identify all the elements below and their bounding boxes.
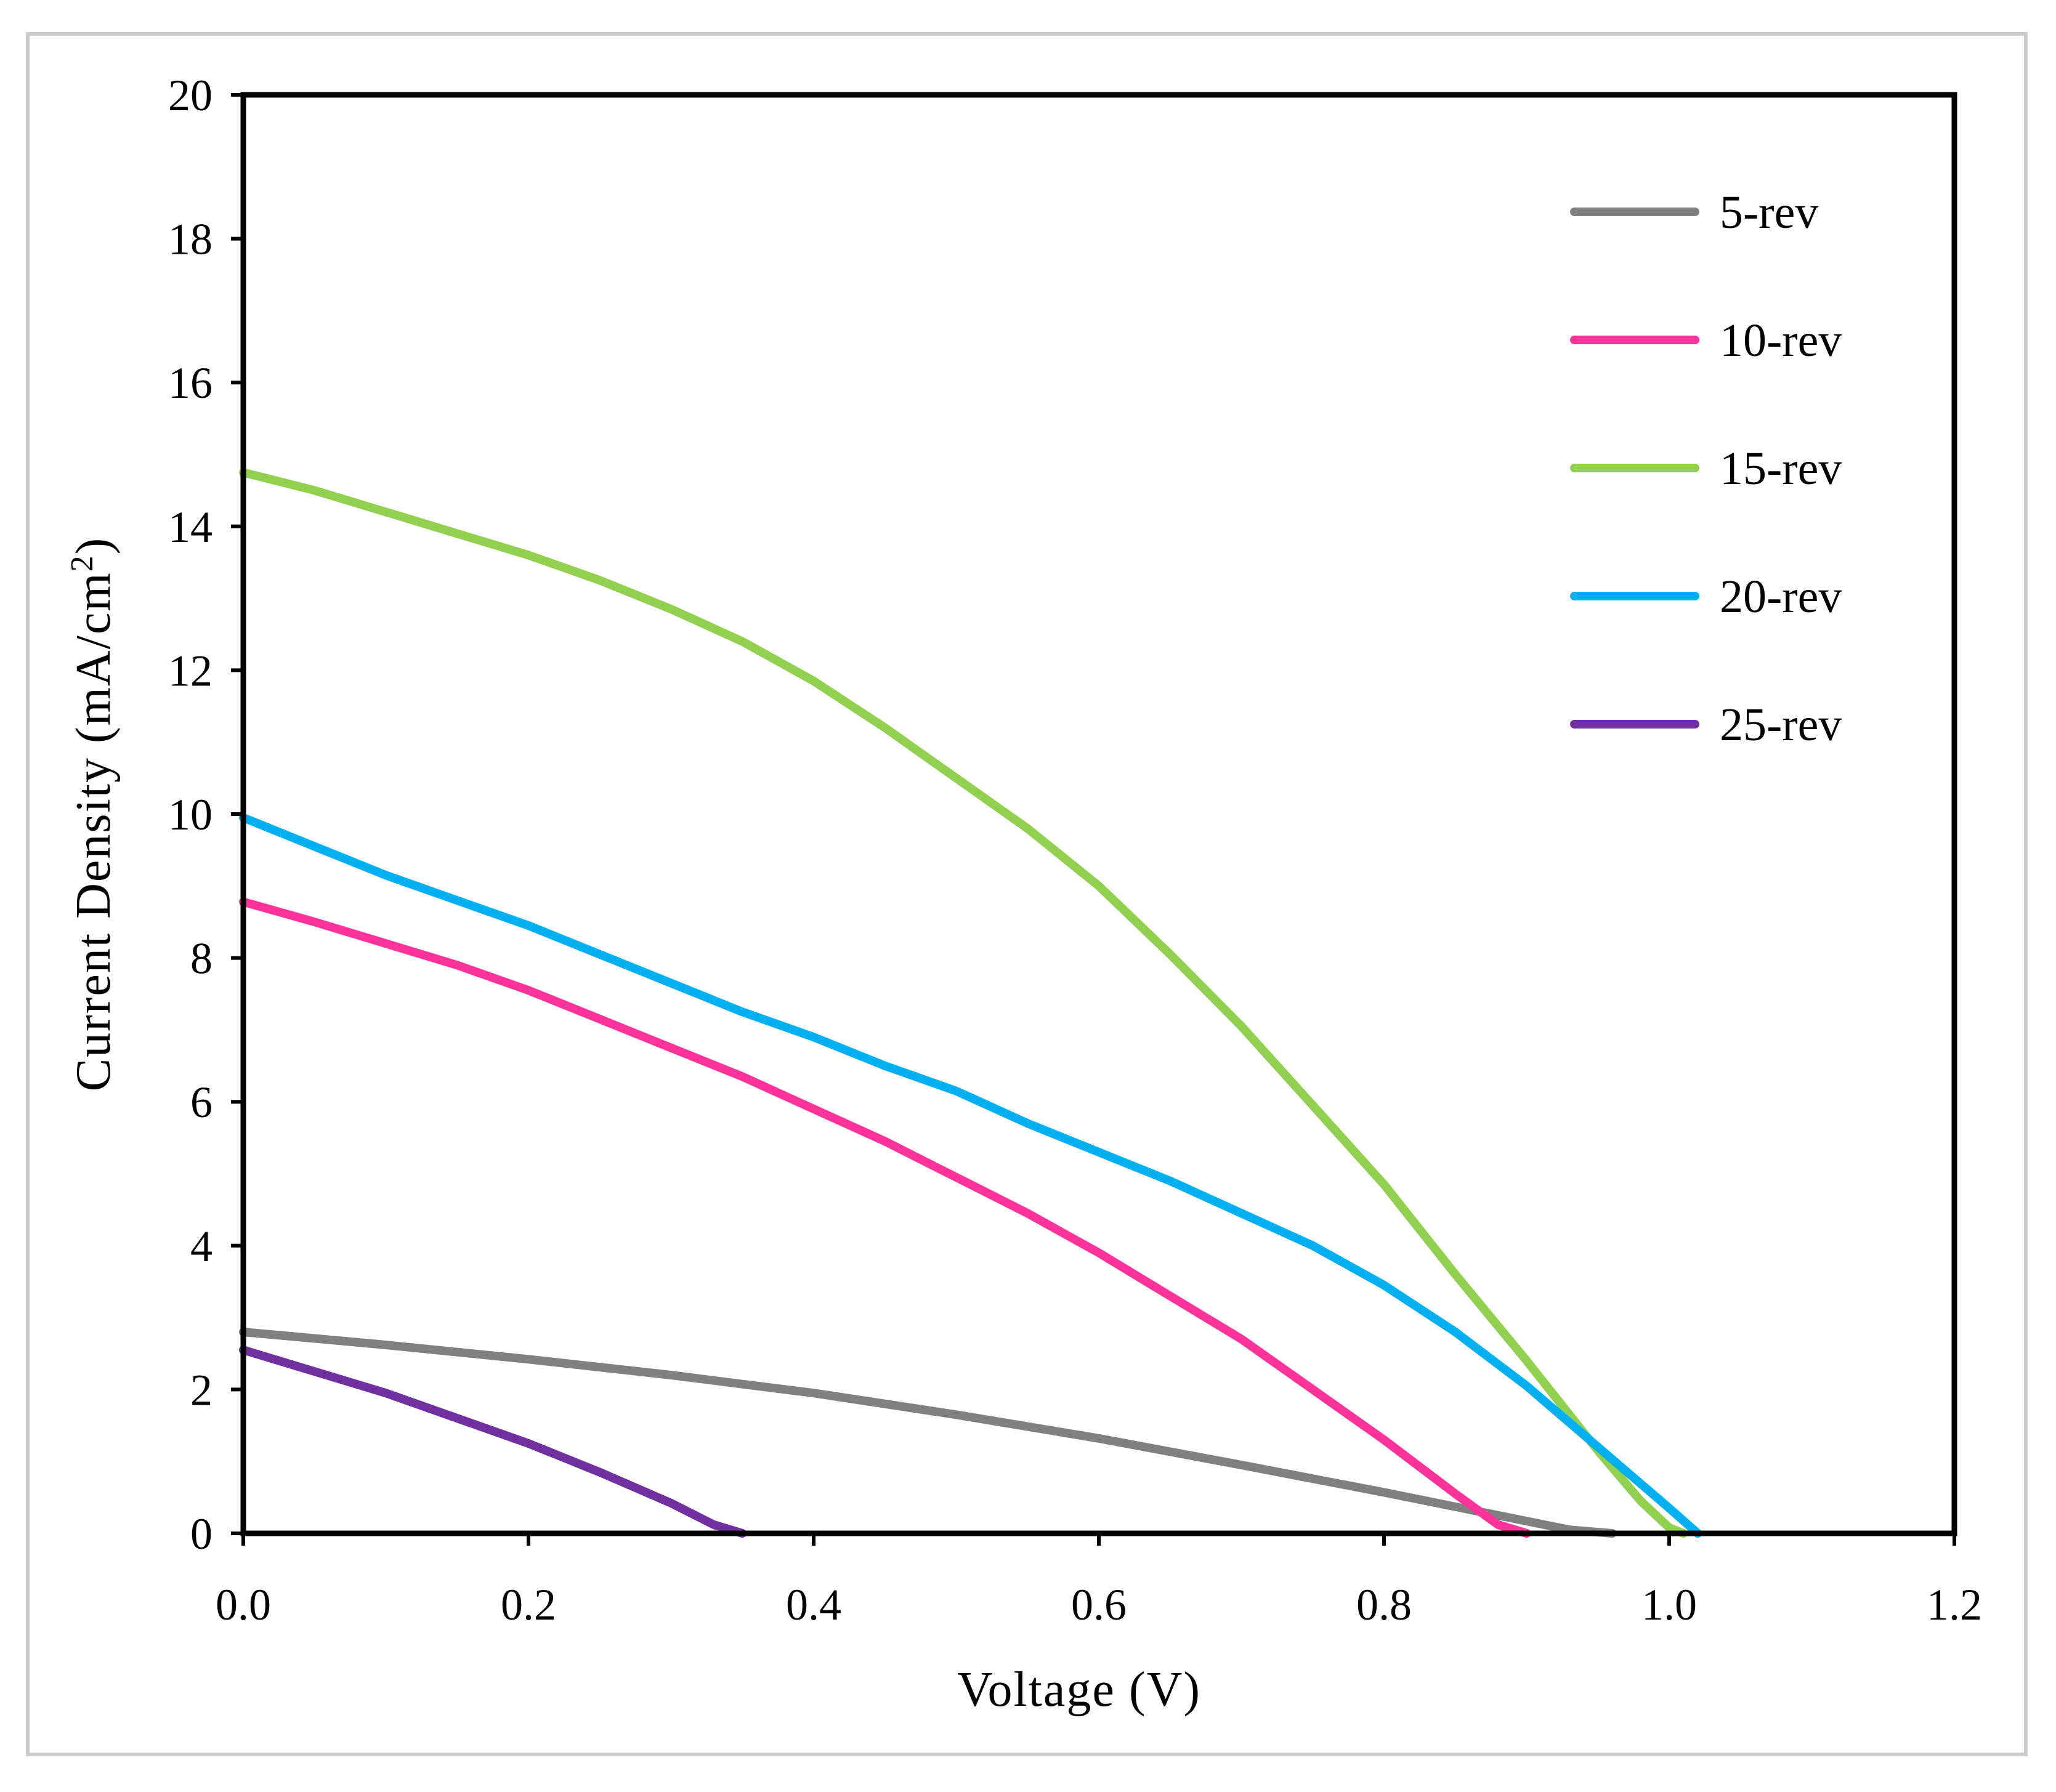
legend: 5-rev 10-rev 15-rev 20-rev 25-rev xyxy=(1570,187,1842,751)
y-tick-label: 12 xyxy=(168,646,212,695)
x-axis-title: Voltage (V) xyxy=(957,1663,1201,1717)
y-tick-label: 16 xyxy=(168,358,212,408)
legend-label-15-rev: 15-rev xyxy=(1720,443,1842,494)
y-tick-label: 2 xyxy=(190,1365,212,1415)
x-tick-label: 0.2 xyxy=(501,1580,556,1629)
legend-label-10-rev: 10-rev xyxy=(1720,315,1842,366)
plot-area xyxy=(240,92,1957,1536)
y-tick-label: 10 xyxy=(168,790,212,839)
legend-label-25-rev: 25-rev xyxy=(1720,699,1842,751)
y-tick-label: 8 xyxy=(190,934,212,983)
y-tick-label: 4 xyxy=(190,1222,212,1271)
y-tick-label: 20 xyxy=(168,71,212,120)
series-layer xyxy=(239,468,1702,1538)
y-axis-title-sup: 2 xyxy=(65,554,100,571)
y-axis-title-close: ) xyxy=(67,537,121,555)
x-tick-label: 0.0 xyxy=(216,1580,271,1629)
series-line-20-rev xyxy=(239,813,1702,1538)
series-line-5-rev xyxy=(239,1328,1617,1538)
series-line-10-rev xyxy=(239,897,1531,1538)
series-line-25-rev xyxy=(239,1346,747,1538)
figure-frame xyxy=(26,32,2028,1756)
ticks-layer: 0 2 4 6 8 10 12 14 16 18 20 0.0 0.2 0.4 0.6 0.8 1.0 1.2 xyxy=(168,71,1982,1629)
x-tick-label: 1.2 xyxy=(1927,1580,1982,1629)
y-axis-title: Current Density (mA/cm2) xyxy=(65,537,121,1091)
legend-label-5-rev: 5-rev xyxy=(1720,187,1818,238)
legend-label-20-rev: 20-rev xyxy=(1720,571,1842,623)
x-tick-label: 0.4 xyxy=(786,1580,841,1629)
x-tick-label: 0.6 xyxy=(1071,1580,1127,1629)
y-tick-label: 18 xyxy=(168,215,212,264)
x-tick-label: 0.8 xyxy=(1356,1580,1412,1629)
x-tick-label: 1.0 xyxy=(1641,1580,1697,1629)
y-tick-label: 14 xyxy=(168,502,212,552)
y-tick-label: 0 xyxy=(190,1509,212,1559)
y-axis-title-main: Current Density (mA/cm xyxy=(67,571,121,1091)
y-tick-label: 6 xyxy=(190,1078,212,1127)
series-line-15-rev xyxy=(239,468,1688,1538)
